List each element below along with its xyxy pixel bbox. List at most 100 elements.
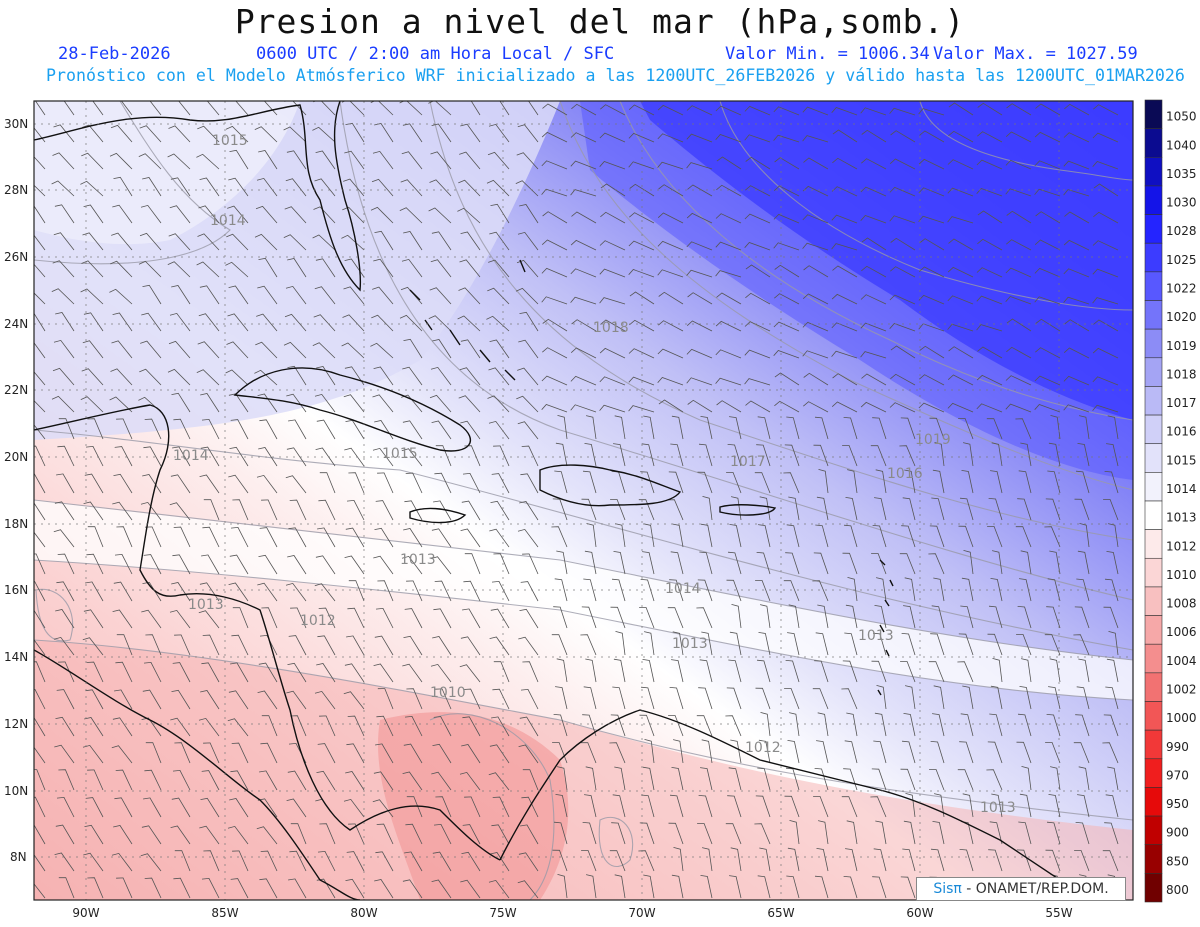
wind-barb (83, 609, 104, 629)
wind-barb (400, 179, 423, 197)
wind-barb (143, 797, 162, 818)
wind-barb (889, 107, 916, 116)
wind-barb (518, 636, 539, 656)
wind-barb (201, 662, 220, 683)
wind-barb (283, 126, 307, 143)
graticule (34, 101, 1133, 900)
wind-barb (842, 445, 858, 467)
wind-barb (343, 178, 365, 197)
wind-barb (1106, 443, 1119, 467)
wind-barb (34, 502, 46, 521)
wind-barb (1034, 375, 1061, 386)
wind-barb (141, 312, 162, 332)
wind-barb (258, 662, 278, 683)
wind-barb (520, 473, 539, 494)
wind-barb (570, 160, 597, 170)
wind-barb (599, 132, 626, 143)
wind-barb (54, 744, 75, 764)
wind-barb (919, 130, 945, 143)
wind-barb (571, 211, 597, 224)
wind-barb (87, 769, 104, 791)
wind-barb (261, 715, 278, 737)
wind-barb (570, 132, 597, 143)
wind-barb (989, 713, 1003, 737)
wind-barb (377, 472, 394, 494)
wind-barb (668, 822, 684, 845)
wind-barb (669, 687, 684, 710)
wind-barb (789, 820, 800, 845)
wind-barb (259, 419, 278, 440)
wind-barb (584, 794, 597, 818)
legend-swatch (1144, 328, 1163, 359)
wind-barb (658, 320, 684, 332)
wind-barb (201, 554, 220, 575)
wind-barb (110, 260, 133, 278)
wind-barb (290, 715, 307, 737)
wind-barb (56, 689, 75, 710)
wind-barb (370, 342, 394, 359)
wind-barb (493, 661, 510, 683)
contour-label: 1012 (745, 740, 781, 756)
wind-barb (1006, 318, 1032, 332)
wind-barb (657, 133, 684, 143)
wind-barb (1047, 578, 1061, 602)
wind-barb (464, 553, 481, 575)
wind-barb (315, 555, 336, 575)
sispi-logo: Sisπ (933, 881, 962, 897)
wind-barb (459, 151, 481, 170)
valid-time: 0600 UTC / 2:00 am Hora Local / SFC (256, 44, 615, 64)
wind-barb (197, 125, 220, 143)
wind-barb (670, 443, 684, 467)
wind-barb (169, 609, 191, 629)
wind-barb (934, 793, 945, 818)
wind-barb (372, 447, 394, 467)
wind-barb (196, 369, 220, 386)
wind-barb (312, 234, 336, 251)
lon-label: 65W (767, 906, 794, 920)
wind-barb (81, 152, 104, 170)
lat-label: 22N (4, 383, 28, 397)
wind-barb (401, 555, 423, 575)
wind-barb (905, 793, 916, 818)
wind-barb (206, 101, 220, 116)
wind-barb (491, 473, 510, 494)
wind-barb (947, 216, 974, 224)
wind-barb (172, 554, 191, 575)
wind-barb (1092, 404, 1119, 413)
legend-swatch (1144, 414, 1163, 445)
wind-barb (773, 106, 800, 116)
map-frame (33, 100, 1134, 901)
wind-barb (758, 739, 771, 764)
wind-barb (931, 605, 945, 629)
wind-barb (431, 420, 452, 440)
max-value: Valor Max. = 1027.59 (933, 44, 1138, 64)
wind-barb (371, 178, 394, 197)
wind-barb (85, 581, 104, 602)
wind-barb (429, 287, 452, 305)
wind-barb (488, 772, 510, 791)
wind-barb (199, 177, 220, 197)
wind-barb (786, 416, 800, 440)
wind-barb (715, 134, 742, 143)
wind-barb (609, 850, 626, 872)
wind-barb (256, 313, 278, 332)
legend-swatch (1144, 185, 1163, 215)
wind-barb (932, 713, 945, 737)
wind-barb (112, 204, 133, 224)
wind-barb (773, 242, 800, 251)
wind-barb (581, 850, 597, 872)
wind-barb (727, 444, 742, 467)
wind-barb (641, 794, 655, 818)
legend-label: 1018 (1166, 367, 1197, 381)
wind-barb (199, 825, 220, 845)
wind-barb (628, 269, 655, 278)
wind-barb (230, 526, 249, 548)
wind-barb (541, 267, 568, 278)
wind-barb (929, 769, 945, 791)
lat-label: 20N (4, 450, 28, 464)
wind-barb (87, 526, 104, 548)
wind-barb (933, 685, 945, 710)
contour-label: 1013 (400, 552, 436, 568)
wind-barb (319, 472, 336, 494)
wind-barb (145, 742, 162, 764)
